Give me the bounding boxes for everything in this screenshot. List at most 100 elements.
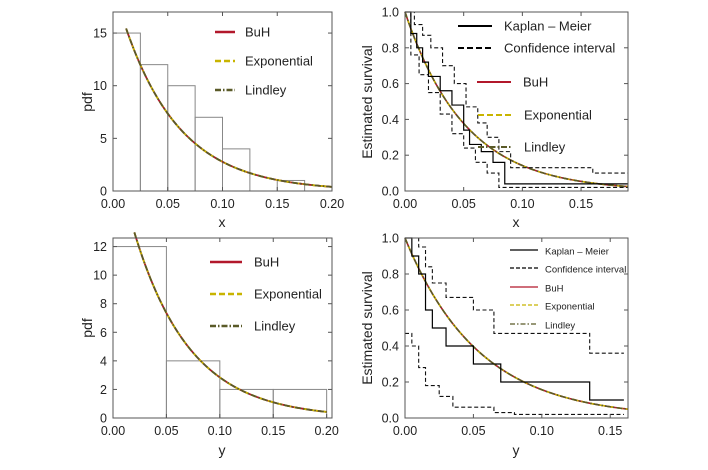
legend-item: Lindley [210, 319, 296, 334]
x-tick-label: 0.20 [320, 197, 344, 211]
legend-label: BuH [245, 25, 270, 40]
legend-item: Confidence interval [458, 41, 615, 56]
legend-label: BuH [523, 75, 548, 90]
legend: BuH Exponential Lindley [215, 25, 313, 98]
x-tick-label: 0.15 [261, 424, 285, 438]
histogram-bar [112, 246, 167, 419]
panel-top-left: 0.00 0.05 0.10 0.15 0.20 0 5 10 15 x pdf BuH Exp… [79, 11, 344, 230]
legend-label: Confidence interval [545, 265, 626, 276]
y-tick-label: 0 [100, 185, 107, 199]
y-tick-label: 2 [100, 383, 107, 397]
panel-bottom-left: 0.00 0.05 0.10 0.15 0.20 0 2 4 6 8 10 12 y pdf BuH… [79, 232, 339, 458]
histogram-bar [167, 85, 196, 192]
density-curve-lindley [133, 232, 327, 413]
histogram-bar [139, 64, 169, 192]
confidence-upper [405, 11, 628, 174]
legend-label: Kaplan – Meier [545, 247, 609, 258]
x-ticks: 0.00 0.05 0.10 0.15 0.20 [101, 238, 339, 438]
legend-label: Confidence interval [504, 41, 615, 56]
x-axis-label: x [219, 214, 226, 230]
y-tick-label: 0.4 [382, 340, 399, 354]
density-curves [133, 232, 327, 413]
y-tick-label: 1.0 [382, 6, 399, 20]
x-tick-label: 0.15 [598, 424, 622, 438]
legend-label: Exponential [524, 108, 592, 123]
legend-item: BuH [477, 75, 548, 90]
y-tick-label: 0.2 [382, 376, 399, 390]
y-axis-label: Estimated survival [359, 45, 375, 159]
histogram-bar [165, 360, 221, 419]
y-tick-label: 8 [100, 297, 107, 311]
survival-curves [404, 237, 629, 415]
legend-item: BuH [215, 25, 270, 40]
legend-label: BuH [545, 284, 564, 295]
legend-label: Kaplan – Meier [504, 19, 592, 34]
x-axis-label: y [219, 442, 226, 458]
survival-curve-lindley [404, 237, 629, 410]
plot-frame [112, 11, 333, 192]
x-axis-label: y [513, 442, 520, 458]
survival-curve-exponential [404, 11, 629, 188]
legend-item: Exponential [510, 302, 595, 313]
y-tick-label: 4 [100, 354, 107, 368]
density-curve-lindley [125, 28, 333, 188]
y-tick-label: 5 [100, 132, 107, 146]
y-tick-label: 6 [100, 326, 107, 340]
x-tick-label: 0.00 [393, 424, 417, 438]
legend-label: Exponential [254, 287, 322, 302]
legend-label: Lindley [524, 140, 566, 155]
density-curves [125, 28, 333, 188]
y-axis-label: pdf [79, 318, 95, 338]
kaplan-meier-step [405, 237, 624, 401]
y-tick-label: 0 [100, 412, 107, 426]
x-ticks: 0.00 0.05 0.10 0.15 [393, 238, 622, 438]
legend-item: Exponential [215, 54, 313, 69]
legend-label: Lindley [254, 319, 296, 334]
x-tick-label: 0.15 [265, 197, 289, 211]
y-tick-label: 12 [93, 240, 107, 254]
y-tick-label: 0.0 [382, 412, 399, 426]
survival-curve-lindley [404, 11, 629, 188]
kaplan-meier-step [405, 11, 628, 185]
legend-item: Exponential [210, 287, 322, 302]
x-tick-label: 0.10 [510, 197, 534, 211]
y-tick-label: 10 [93, 79, 107, 93]
x-tick-label: 0.05 [154, 424, 178, 438]
x-tick-label: 0.00 [101, 424, 125, 438]
legend-label: Exponential [545, 302, 595, 313]
panel-top-right: 0.00 0.05 0.10 0.15 0.0 0.2 0.4 0.6 0.8 1.0 x Es… [359, 6, 629, 230]
legend-item: Kaplan – Meier [458, 19, 592, 34]
x-axis-label: x [513, 214, 520, 230]
x-tick-label: 0.20 [314, 424, 338, 438]
survival-curves [404, 11, 629, 188]
plot-frame [404, 237, 629, 419]
x-tick-label: 0.05 [461, 424, 485, 438]
y-tick-label: 0.8 [382, 268, 399, 282]
y-tick-label: 0.0 [382, 185, 399, 199]
x-tick-label: 0.00 [393, 197, 417, 211]
y-tick-label: 0.6 [382, 77, 399, 91]
y-tick-label: 15 [93, 27, 107, 41]
legend-label: BuH [254, 255, 279, 270]
legend-item: Confidence interval [510, 265, 626, 276]
legend-item: Exponential [478, 108, 592, 123]
legend-label: Lindley [545, 321, 575, 332]
x-tick-label: 0.10 [530, 424, 554, 438]
confidence-lower [405, 332, 624, 415]
y-ticks: 0.0 0.2 0.4 0.6 0.8 1.0 [382, 232, 628, 426]
y-axis-label: Estimated survival [359, 271, 375, 385]
x-tick-label: 0.05 [156, 197, 180, 211]
y-tick-label: 0.6 [382, 304, 399, 318]
y-tick-label: 0.4 [382, 113, 399, 127]
x-tick-label: 0.00 [101, 197, 125, 211]
legend-item: Lindley [478, 140, 566, 155]
x-tick-label: 0.10 [210, 197, 234, 211]
legend-item: BuH [510, 284, 564, 295]
survival-curve-buh [404, 11, 629, 188]
legend: Kaplan – Meier Confidence interval BuH Expo… [510, 247, 626, 332]
x-ticks: 0.00 0.05 0.10 0.15 [393, 12, 593, 211]
plot-frame [112, 237, 333, 419]
legend-item: Lindley [510, 321, 575, 332]
legend-item: BuH [210, 255, 279, 270]
